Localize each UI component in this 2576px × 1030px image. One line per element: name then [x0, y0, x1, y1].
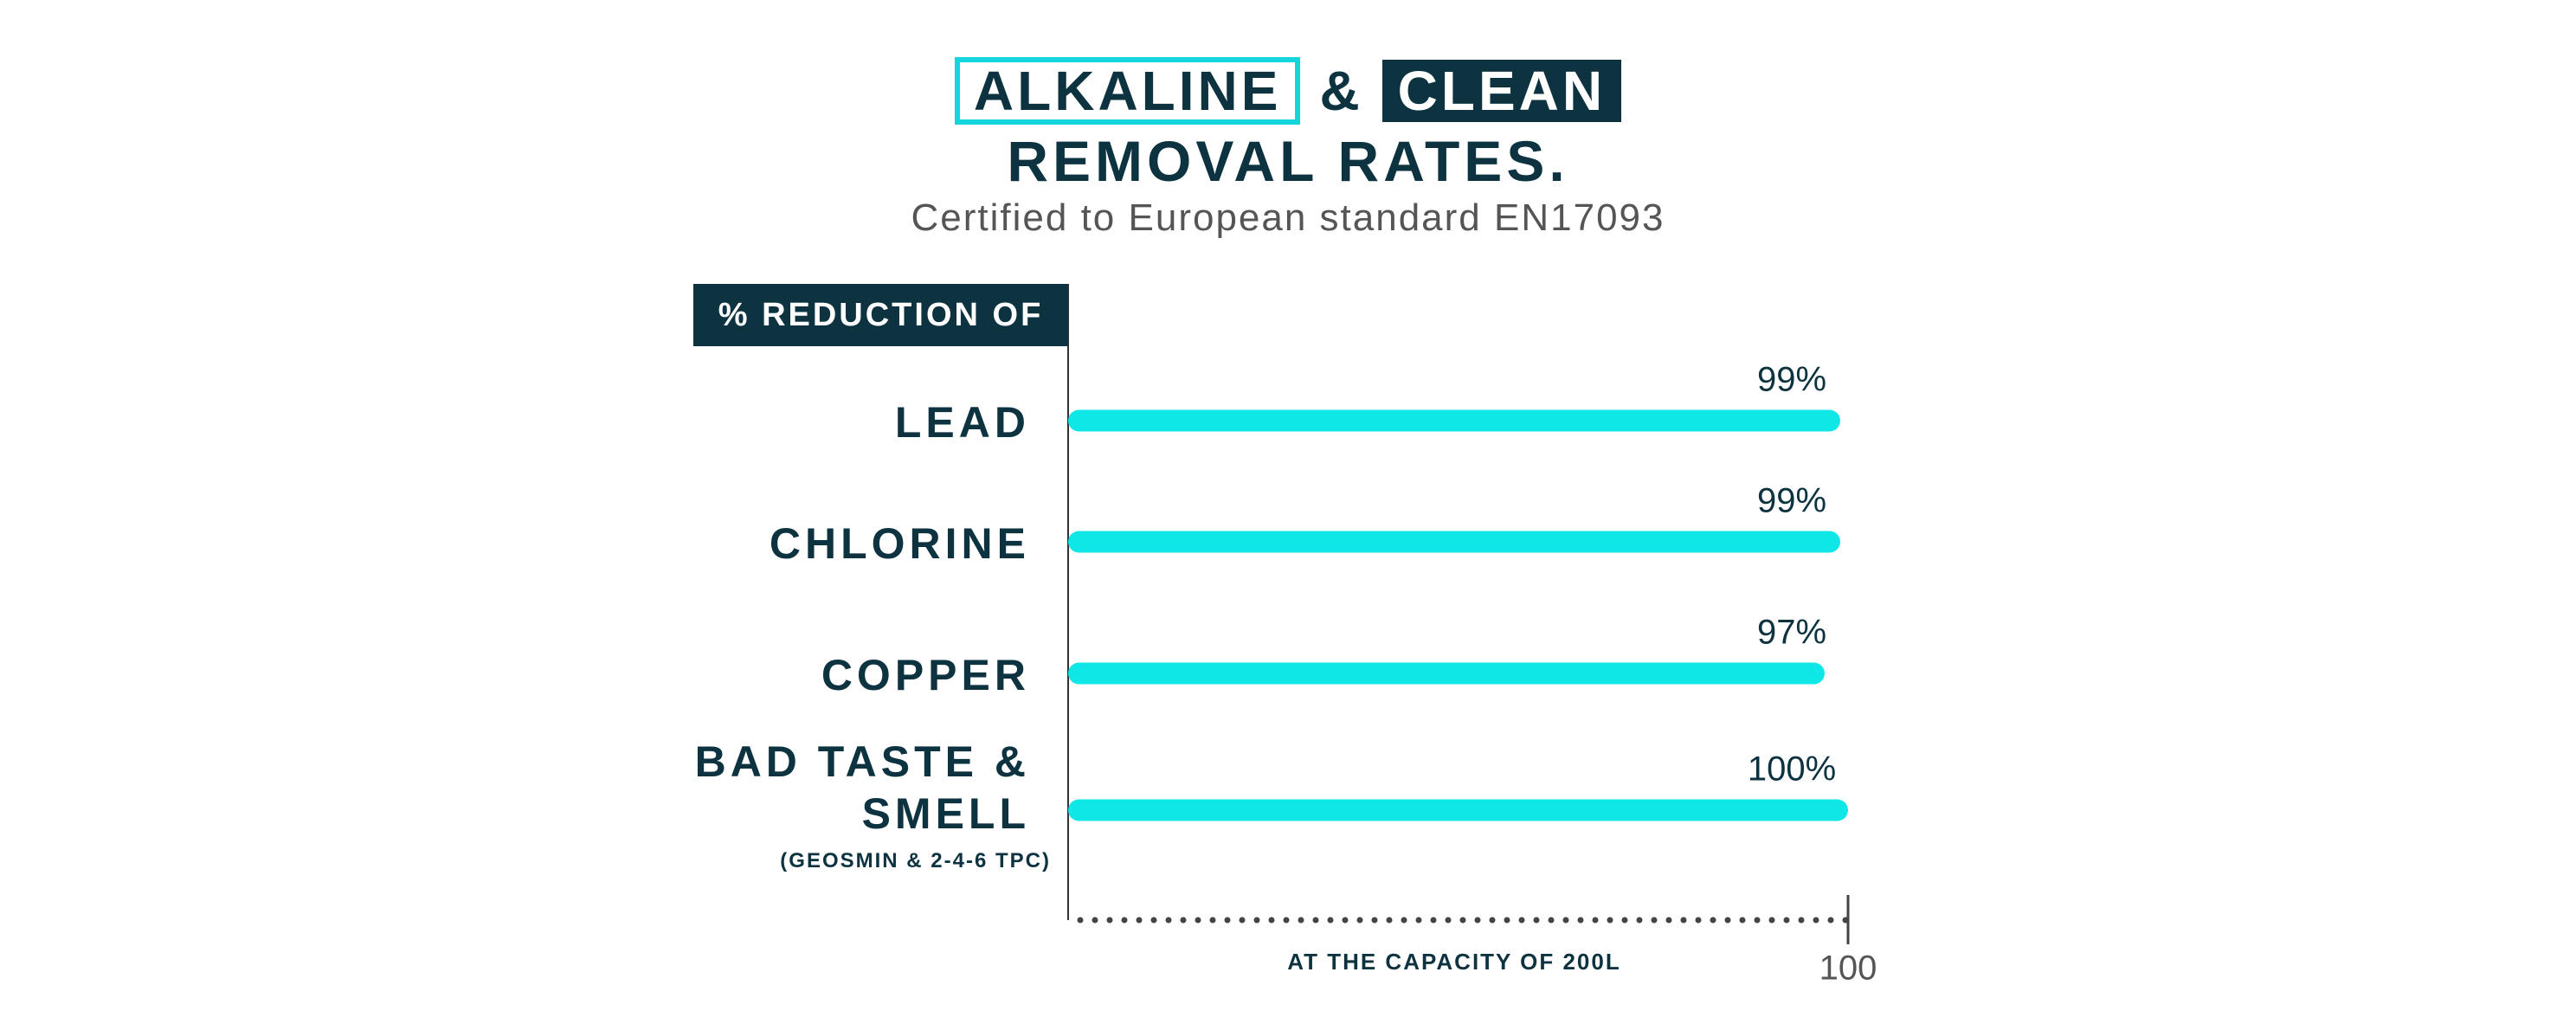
- category-label: COPPER: [821, 651, 1030, 699]
- value-label: 99%: [1757, 482, 1826, 520]
- title-filled: CLEAN: [1381, 60, 1622, 122]
- category-label: BAD TASTE & SMELL: [694, 737, 1030, 838]
- bar: [1068, 662, 1825, 685]
- x-axis-label: AT THE CAPACITY OF 200L: [1287, 949, 1621, 975]
- category-label: LEAD: [894, 398, 1030, 447]
- chart-title: REMOVAL RATES.: [1007, 129, 1569, 193]
- x-tick-label: 100: [1819, 950, 1877, 988]
- header: % REDUCTION OF: [693, 284, 1068, 346]
- value-label: 100%: [1748, 750, 1836, 789]
- title-connector: &: [1319, 60, 1363, 122]
- value-label: 99%: [1757, 361, 1826, 399]
- subtitle: Certified to European standard EN17093: [911, 196, 1665, 239]
- bar: [1068, 531, 1840, 553]
- category-note: (GEOSMIN & 2-4-6 TPC): [780, 849, 1051, 872]
- value-label: 97%: [1757, 614, 1826, 652]
- title-row: ALKALINE & CLEAN: [0, 57, 2576, 125]
- bar: [1068, 799, 1848, 821]
- category-label: CHLORINE: [769, 519, 1030, 568]
- title-outlined: ALKALINE: [954, 57, 1301, 125]
- bar: [1068, 409, 1840, 432]
